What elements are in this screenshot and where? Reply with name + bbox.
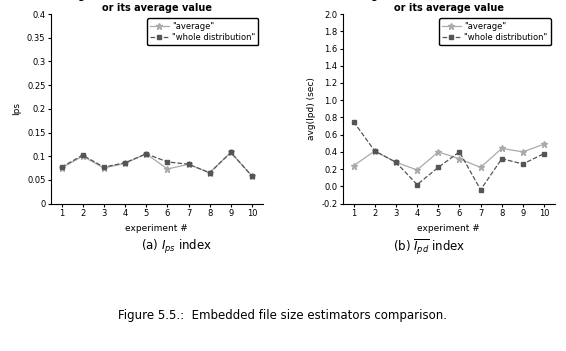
"average" (520, 150, 526, 154)
Text: (a) $I_{ps}$ index: (a) $I_{ps}$ index (142, 238, 212, 257)
Line: "whole distribution": "whole distribution" (351, 119, 547, 192)
"whole distribution" (164, 160, 171, 164)
X-axis label: experiment #: experiment # (418, 224, 480, 233)
"whole distribution" (58, 165, 65, 169)
"whole distribution" (143, 152, 149, 156)
Line: "average": "average" (58, 149, 255, 179)
"whole distribution" (248, 174, 255, 178)
"average" (371, 149, 378, 153)
"whole distribution" (79, 153, 86, 157)
"average" (350, 164, 357, 168)
Text: (b) $\overline{I_{pd}}$ index: (b) $\overline{I_{pd}}$ index (393, 238, 465, 257)
"whole distribution" (520, 162, 526, 166)
Legend: "average", "whole distribution": "average", "whole distribution" (439, 18, 551, 45)
Line: "average": "average" (350, 141, 547, 173)
Line: "whole distribution": "whole distribution" (59, 150, 255, 179)
"whole distribution" (371, 149, 378, 153)
"average" (206, 171, 213, 175)
"average" (143, 152, 149, 156)
"whole distribution" (122, 161, 128, 165)
"average" (435, 150, 441, 154)
Title: Global strategy average lpd
using the whole file size distribution
or its averag: Global strategy average lpd using the wh… (348, 0, 550, 13)
Title: Global strategy lps
using the whole file size distribution
or its average value: Global strategy lps using the whole file… (55, 0, 258, 13)
Legend: "average", "whole distribution": "average", "whole distribution" (147, 18, 259, 45)
"whole distribution" (477, 188, 484, 192)
"whole distribution" (456, 150, 463, 154)
"whole distribution" (206, 171, 213, 175)
"average" (414, 168, 421, 172)
"whole distribution" (414, 183, 421, 187)
"average" (164, 167, 171, 171)
"average" (122, 161, 128, 165)
"whole distribution" (100, 165, 107, 169)
"average" (477, 165, 484, 170)
"whole distribution" (350, 120, 357, 124)
"average" (456, 157, 463, 161)
"average" (58, 166, 65, 170)
"average" (499, 146, 505, 151)
"average" (393, 160, 400, 164)
"whole distribution" (393, 160, 400, 164)
"average" (248, 174, 255, 178)
"average" (228, 150, 234, 154)
"average" (79, 154, 86, 158)
"whole distribution" (541, 152, 547, 156)
"average" (541, 142, 547, 146)
X-axis label: experiment #: experiment # (126, 224, 188, 233)
"average" (185, 162, 192, 166)
"average" (100, 166, 107, 170)
Text: Figure 5.5.:  Embedded file size estimators comparison.: Figure 5.5.: Embedded file size estimato… (118, 309, 448, 323)
"whole distribution" (435, 165, 441, 170)
"whole distribution" (185, 162, 192, 166)
Y-axis label: lps: lps (12, 102, 22, 115)
Y-axis label: avg(lpd) (sec): avg(lpd) (sec) (307, 77, 316, 140)
"whole distribution" (228, 150, 234, 154)
"whole distribution" (499, 157, 505, 161)
